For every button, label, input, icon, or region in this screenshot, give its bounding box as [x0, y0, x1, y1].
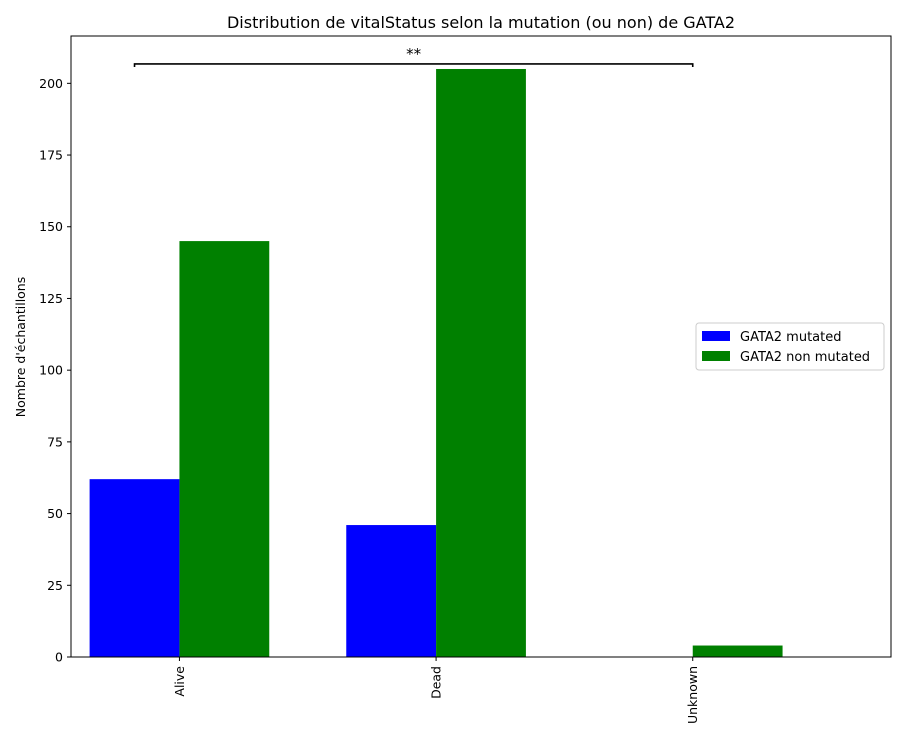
axes-group: 0 25 50 75 100 125 150 175 200 Alive Dead Unknown [39, 35, 892, 724]
x-tick-label-alive: Alive [172, 666, 187, 697]
y-tick-label: 100 [39, 363, 63, 378]
legend: GATA2 mutated GATA2 non mutated [695, 322, 885, 371]
legend-label-gata2-mutated: GATA2 mutated [740, 330, 842, 345]
x-tick-label-unknown: Unknown [685, 666, 700, 724]
y-tick-label: 25 [47, 578, 63, 593]
significance-bracket [133, 63, 694, 67]
legend-label-gata2-non-mutated: GATA2 non mutated [740, 350, 870, 365]
y-tick-label: 175 [39, 148, 63, 163]
legend-swatch-gata2-mutated [702, 331, 730, 341]
y-axis-label: Nombre d'échantillons [13, 277, 28, 417]
plot-frame [70, 35, 892, 658]
y-tick-label: 0 [55, 650, 63, 665]
bar-gata2-non-mutated-alive [179, 241, 270, 657]
significance-annotation: ** [133, 45, 694, 67]
bars-group [89, 68, 783, 657]
y-tick-label: 125 [39, 291, 63, 306]
legend-swatch-gata2-non-mutated [702, 351, 730, 361]
bar-gata2-mutated-dead [346, 525, 437, 657]
y-tick-label: 75 [47, 434, 63, 449]
bar-gata2-non-mutated-unknown [692, 645, 783, 657]
bar-gata2-mutated-alive [89, 479, 180, 657]
bar-gata2-non-mutated-dead [436, 68, 526, 657]
significance-stars: ** [406, 45, 422, 63]
y-tick-label: 50 [47, 506, 63, 521]
chart-title: Distribution de vitalStatus selon la mut… [227, 13, 735, 32]
y-tick-label: 200 [39, 76, 63, 91]
legend-box [695, 322, 885, 371]
x-tick-label-dead: Dead [429, 666, 444, 699]
y-tick-label: 150 [39, 219, 63, 234]
